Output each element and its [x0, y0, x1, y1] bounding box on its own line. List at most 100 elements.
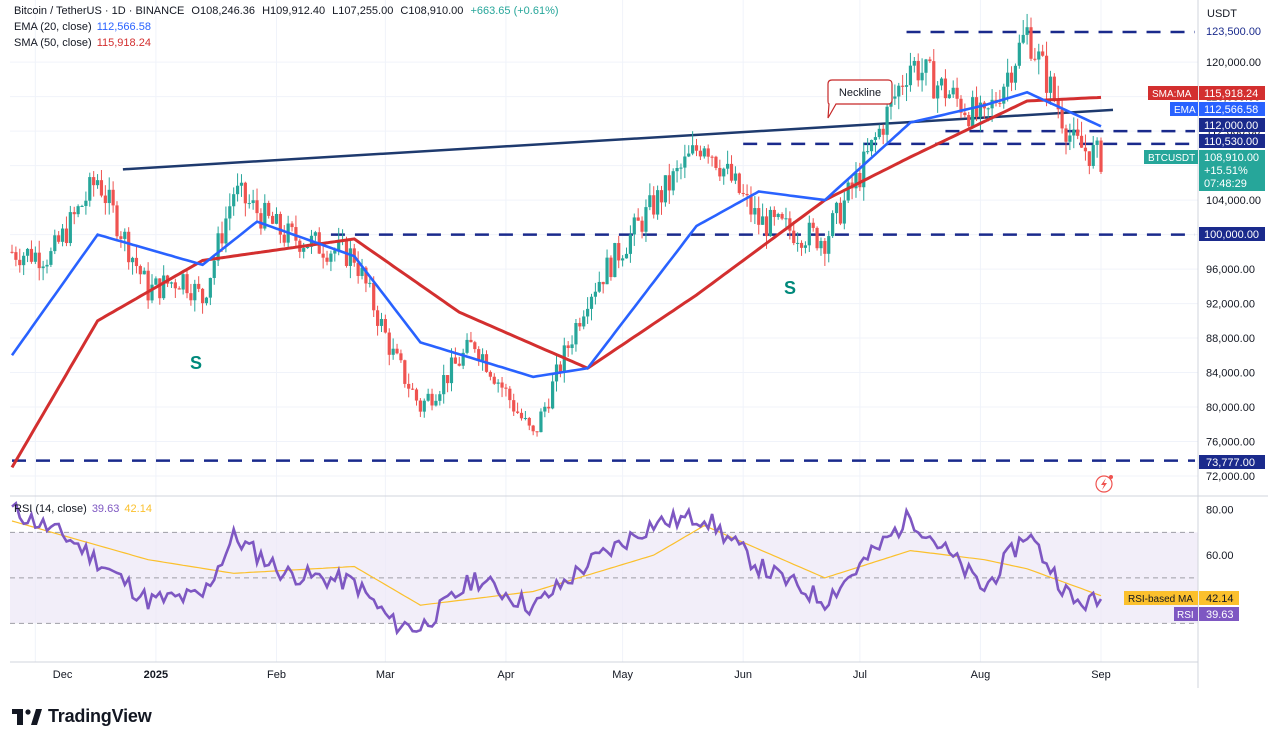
sma-legend-value: 115,918.24: [96, 37, 151, 49]
candle-body: [1072, 129, 1076, 136]
candle-body: [321, 253, 325, 258]
candle-body: [212, 260, 216, 278]
left-shoulder-label: S: [190, 353, 202, 373]
candle-body: [551, 381, 555, 409]
candle-body: [422, 400, 426, 412]
candle-body: [216, 233, 220, 261]
neckline-line[interactable]: [122, 108, 1114, 171]
candle-body: [492, 376, 496, 384]
ema-legend[interactable]: EMA (20, close) 112,566.58: [14, 19, 151, 35]
candle-body: [1056, 98, 1060, 110]
candle-body: [461, 352, 465, 366]
candle-body: [173, 282, 177, 289]
candle-body: [636, 217, 640, 221]
candle-body: [609, 257, 613, 278]
candle-body: [333, 250, 337, 254]
candle-body: [912, 60, 916, 66]
svg-text:+15.51%: +15.51%: [1204, 165, 1248, 177]
candle-body: [80, 205, 84, 207]
candle-body: [29, 248, 34, 262]
candle-body: [22, 255, 26, 266]
candle-body: [939, 78, 944, 86]
candle-body: [605, 257, 609, 285]
candle-body: [60, 228, 65, 242]
candle-body: [722, 168, 726, 177]
candle-body: [978, 102, 983, 118]
candle-body: [815, 227, 819, 249]
candle-body: [477, 349, 481, 361]
candle-body: [496, 382, 500, 384]
candle-body: [193, 283, 197, 301]
candle-body: [862, 151, 866, 188]
candle-body: [1068, 135, 1072, 142]
candle-body: [838, 202, 843, 224]
time-tick-label: Sep: [1091, 669, 1111, 681]
candle-body: [1002, 86, 1006, 104]
candle-body: [539, 411, 543, 433]
lightning-icon[interactable]: [1095, 475, 1113, 493]
neckline-callout[interactable]: Neckline: [827, 79, 893, 119]
candle-body: [154, 278, 158, 285]
candle-body: [908, 65, 913, 86]
rsi-legend[interactable]: RSI (14, close) 39.63 42.14: [14, 501, 152, 517]
candle-body: [745, 193, 749, 196]
candle-body: [667, 175, 671, 191]
candle-body: [426, 393, 430, 401]
candle-body: [410, 388, 415, 390]
candle-body: [799, 242, 804, 248]
svg-text:123,500.00: 123,500.00: [1206, 26, 1261, 38]
candle-body: [726, 163, 730, 169]
candle-body: [372, 282, 376, 311]
candle-body: [854, 172, 858, 189]
candle-body: [679, 167, 683, 169]
candle-body: [115, 205, 119, 237]
right-shoulder-label: S: [784, 278, 796, 298]
candle-body: [407, 383, 411, 389]
rsi-ma-legend-value: 42.14: [124, 503, 152, 515]
rsi-legend-label: RSI (14, close): [14, 503, 87, 515]
candle-body: [749, 195, 753, 215]
candle-body: [107, 189, 111, 204]
candle-body: [601, 281, 605, 285]
candle-body: [578, 322, 582, 327]
symbol-legend[interactable]: Bitcoin / TetherUS · 1D · BINANCE O108,2…: [14, 3, 559, 19]
candle-body: [866, 151, 870, 153]
candle-body: [803, 245, 808, 248]
candle-body: [1029, 27, 1033, 59]
tradingview-logo: TradingView: [12, 706, 152, 727]
candle-body: [644, 207, 648, 232]
ohlc-change: +663.65 (+0.61%): [470, 5, 559, 17]
candle-body: [675, 168, 679, 172]
candle-body: [687, 153, 691, 157]
candle-body: [282, 234, 286, 243]
ema-20-line: [10, 90, 1102, 379]
candle-body: [702, 148, 706, 157]
svg-text:73,777.00: 73,777.00: [1206, 457, 1255, 469]
candle-body: [204, 297, 209, 304]
price-tick-label: 104,000.00: [1206, 195, 1261, 207]
candle-body: [446, 375, 450, 384]
sma-legend[interactable]: SMA (50, close) 115,918.24: [14, 35, 151, 51]
candle-body: [971, 97, 975, 127]
candle-body: [998, 103, 1002, 105]
candle-body: [920, 72, 924, 81]
candle-body: [197, 283, 201, 289]
candle-body: [33, 252, 37, 262]
candle-body: [88, 177, 92, 201]
level-tag-100000: 100,000.00: [1199, 227, 1265, 241]
candle-body: [819, 240, 823, 249]
candle-body: [811, 222, 815, 228]
price-tick-label: 72,000.00: [1206, 471, 1255, 483]
ema-tag: EMA 112,566.58: [1170, 102, 1265, 116]
candle-body: [337, 239, 341, 251]
candle-body: [648, 195, 652, 208]
price-tick-label: 92,000.00: [1206, 299, 1255, 311]
candle-body: [869, 139, 874, 152]
candle-body: [158, 278, 162, 299]
candle-body: [189, 293, 193, 301]
candle-body: [1025, 27, 1029, 35]
candle-body: [967, 115, 971, 127]
candle-body: [624, 253, 629, 259]
